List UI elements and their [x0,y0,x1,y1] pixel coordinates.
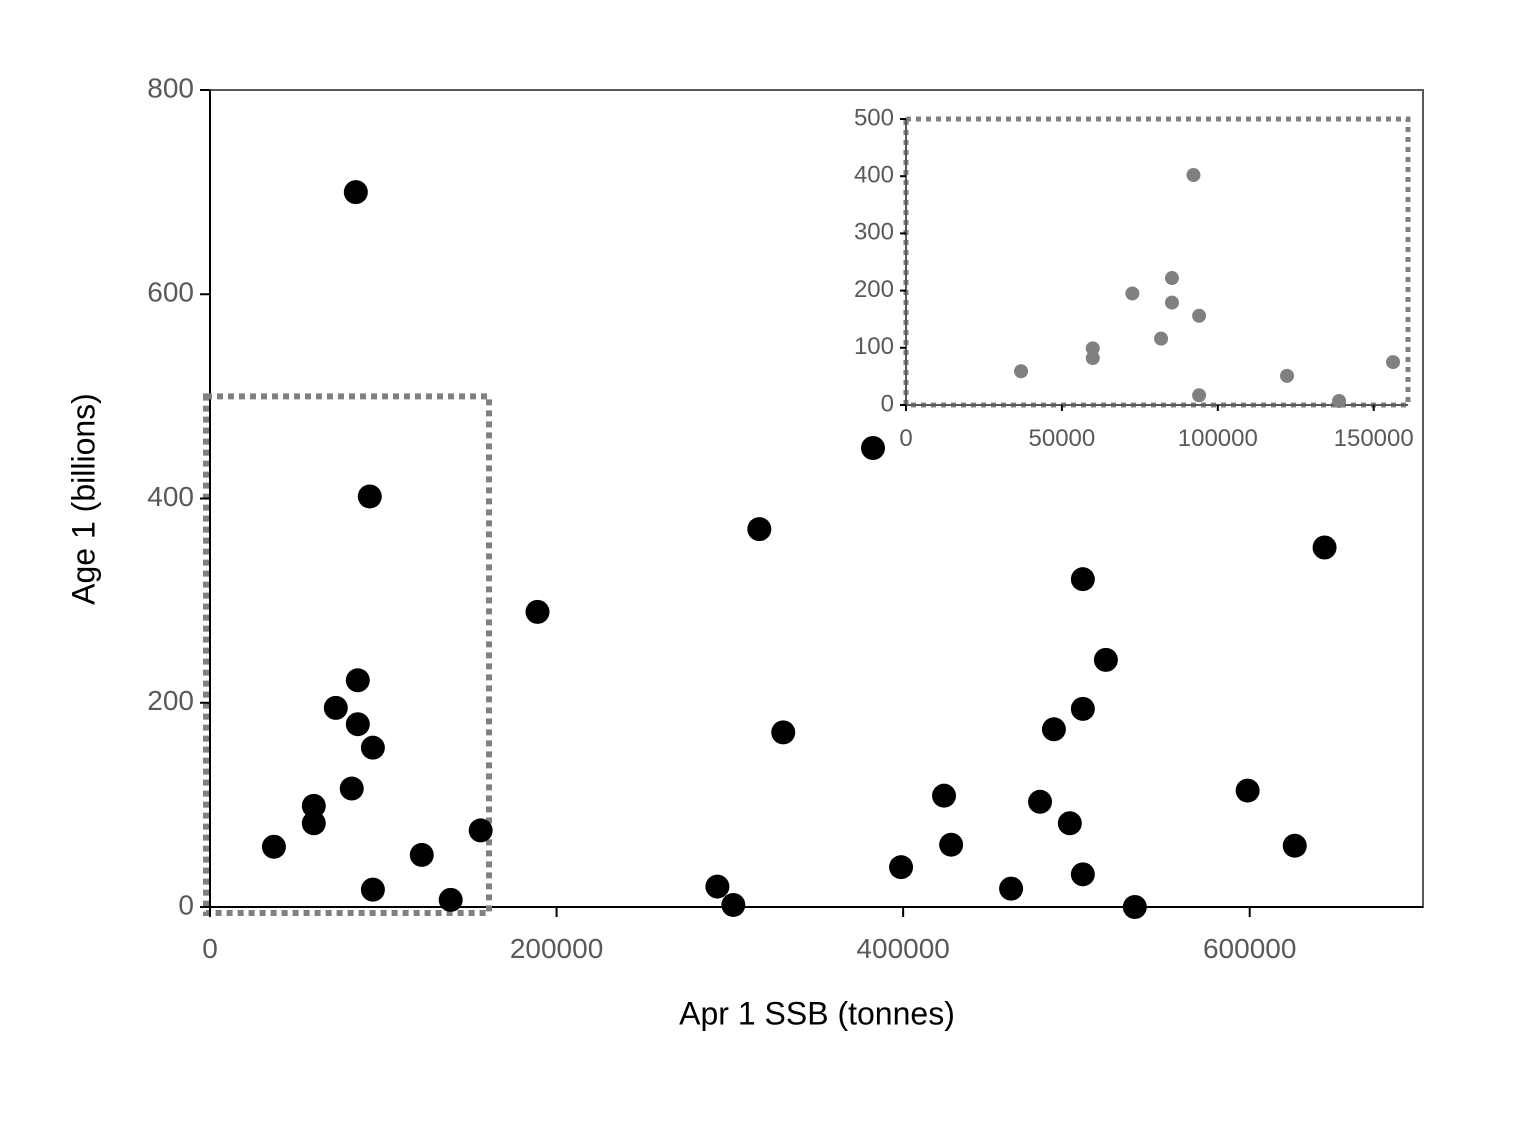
x-tick-label: 200000 [510,933,603,964]
point [345,668,370,693]
y-tick-label: 500 [854,104,894,131]
point [360,877,385,902]
point [1057,811,1082,836]
point [932,783,957,808]
point [525,599,550,624]
x-axis-title: Apr 1 SSB (tonnes) [679,995,955,1031]
point [1085,351,1100,366]
point [1014,364,1029,379]
y-axis-title: Age 1 (billions) [65,393,101,605]
legend-marker [861,436,885,460]
point [999,876,1024,901]
point [1093,647,1118,672]
y-tick-label: 400 [147,481,194,512]
y-tick-label: 600 [147,277,194,308]
point [339,776,364,801]
point [889,855,914,880]
point [1186,168,1201,183]
point [438,887,463,912]
point [939,832,964,857]
point [1122,895,1147,919]
y-tick-label: 0 [881,390,894,417]
point [721,892,746,917]
point [323,695,348,720]
x-tick-label: 100000 [1178,425,1258,452]
point [301,811,326,836]
y-tick-label: 200 [854,276,894,303]
point [409,842,434,867]
point [1070,862,1095,887]
y-tick-label: 0 [178,889,194,920]
point [357,484,382,509]
point [1192,388,1207,403]
point [1070,696,1095,721]
point [1085,341,1100,356]
point [1192,308,1207,323]
point [1154,331,1169,346]
point [345,712,370,737]
point [1235,778,1260,803]
point [1164,271,1179,286]
point [1332,393,1347,408]
zoom-region [203,393,492,916]
point [261,834,286,859]
y-tick-label: 300 [854,219,894,246]
point [747,517,772,542]
point [1312,535,1337,560]
point [468,818,493,843]
x-tick-label: 600000 [1203,933,1296,964]
point [360,735,385,760]
point [1282,833,1307,858]
inset-border [903,116,1411,408]
x-tick-label: 150000 [1334,425,1414,452]
y-tick-label: 400 [854,162,894,189]
point [1028,789,1053,814]
point [705,874,730,899]
point [1386,355,1401,370]
point [343,180,368,205]
x-tick-label: 50000 [1029,425,1096,452]
y-tick-label: 800 [147,72,194,103]
y-tick-label: 100 [854,333,894,360]
x-tick-label: 400000 [856,933,949,964]
x-tick-label: 0 [202,933,218,964]
point [1164,295,1179,310]
point [1125,286,1140,301]
x-tick-label: 0 [899,425,912,452]
point [1041,717,1066,742]
y-tick-label: 200 [147,685,194,716]
point [1280,368,1295,383]
point [1070,567,1095,592]
point [771,720,796,745]
point [301,793,326,818]
